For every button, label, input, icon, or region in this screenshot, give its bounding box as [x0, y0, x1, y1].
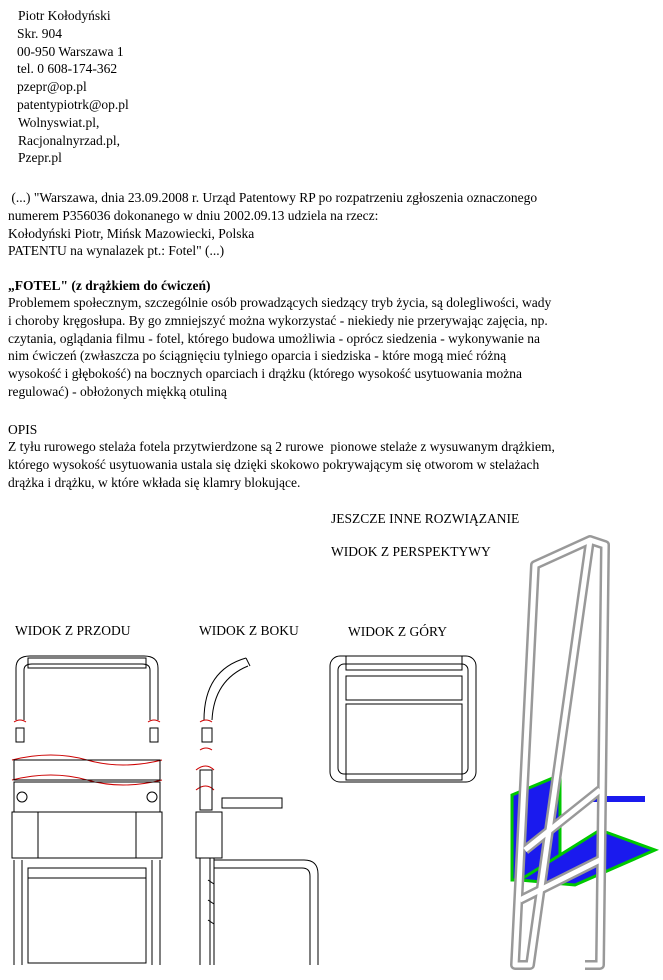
paragraph-line: i choroby kręgosłupa. By go zmniejszyć m…	[8, 312, 548, 328]
label: JESZCZE INNE ROZWIĄZANIE	[331, 511, 520, 526]
heading: „FOTEL" (z drążkiem do ćwiczeń)	[8, 278, 211, 293]
quote-line: numerem P356036 dokonanego w dniu 2002.0…	[8, 207, 379, 223]
perspective-view	[510, 535, 660, 970]
contact-line: Racjonalnyrzad.pl,	[18, 132, 120, 148]
contact-line: pzepr@op.pl	[17, 79, 87, 95]
contact-line: patentypiotrk@op.pl	[17, 97, 129, 112]
quote-line: (...) "Warszawa, dnia 23.09.2008 r. Urzą…	[8, 190, 538, 205]
contact-line: Skr. 904	[17, 25, 63, 41]
quote-line: PATENTU na wynalazek pt.: Fotel" (...)	[8, 243, 225, 259]
contact-line: Piotr Kołodyński	[18, 8, 111, 23]
paragraph-line: wysokość i głębokość) na bocznych oparci…	[8, 366, 522, 382]
contact-line: tel. 0 608-174-362	[17, 61, 118, 77]
paragraph-line: drążka i drążku, w które wkłada się klam…	[8, 474, 301, 490]
contact-line: 00-950 Warszawa 1	[17, 43, 124, 59]
side-view	[195, 657, 319, 965]
section-title: OPIS	[8, 422, 38, 437]
paragraph-line: nim ćwiczeń (zwłaszcza po ściągnięciu ty…	[8, 348, 507, 364]
quote-line: Kołodyński Piotr, Mińsk Mazowiecki, Pols…	[8, 225, 255, 241]
paragraph-line: regulować) - obłożonych miękką otuliną	[8, 384, 227, 399]
contact-line: Pzepr.pl	[18, 150, 62, 166]
top-view	[329, 655, 477, 783]
paragraph-line: Problemem społecznym, szczególnie osób p…	[8, 295, 552, 310]
label: WIDOK Z PERSPEKTYWY	[331, 544, 491, 559]
label: WIDOK Z GÓRY	[348, 624, 447, 639]
paragraph-line: czytania, oglądania filmu - fotel, które…	[8, 330, 540, 346]
label: WIDOK Z PRZODU	[15, 623, 131, 638]
contact-line: Wolnyswiat.pl,	[18, 114, 100, 130]
paragraph-line: Z tyłu rurowego stelaża fotela przytwier…	[8, 439, 555, 454]
front-view	[11, 655, 163, 965]
paragraph-line: którego wysokość usytuowania ustala się …	[8, 456, 540, 472]
label: WIDOK Z BOKU	[199, 623, 299, 638]
